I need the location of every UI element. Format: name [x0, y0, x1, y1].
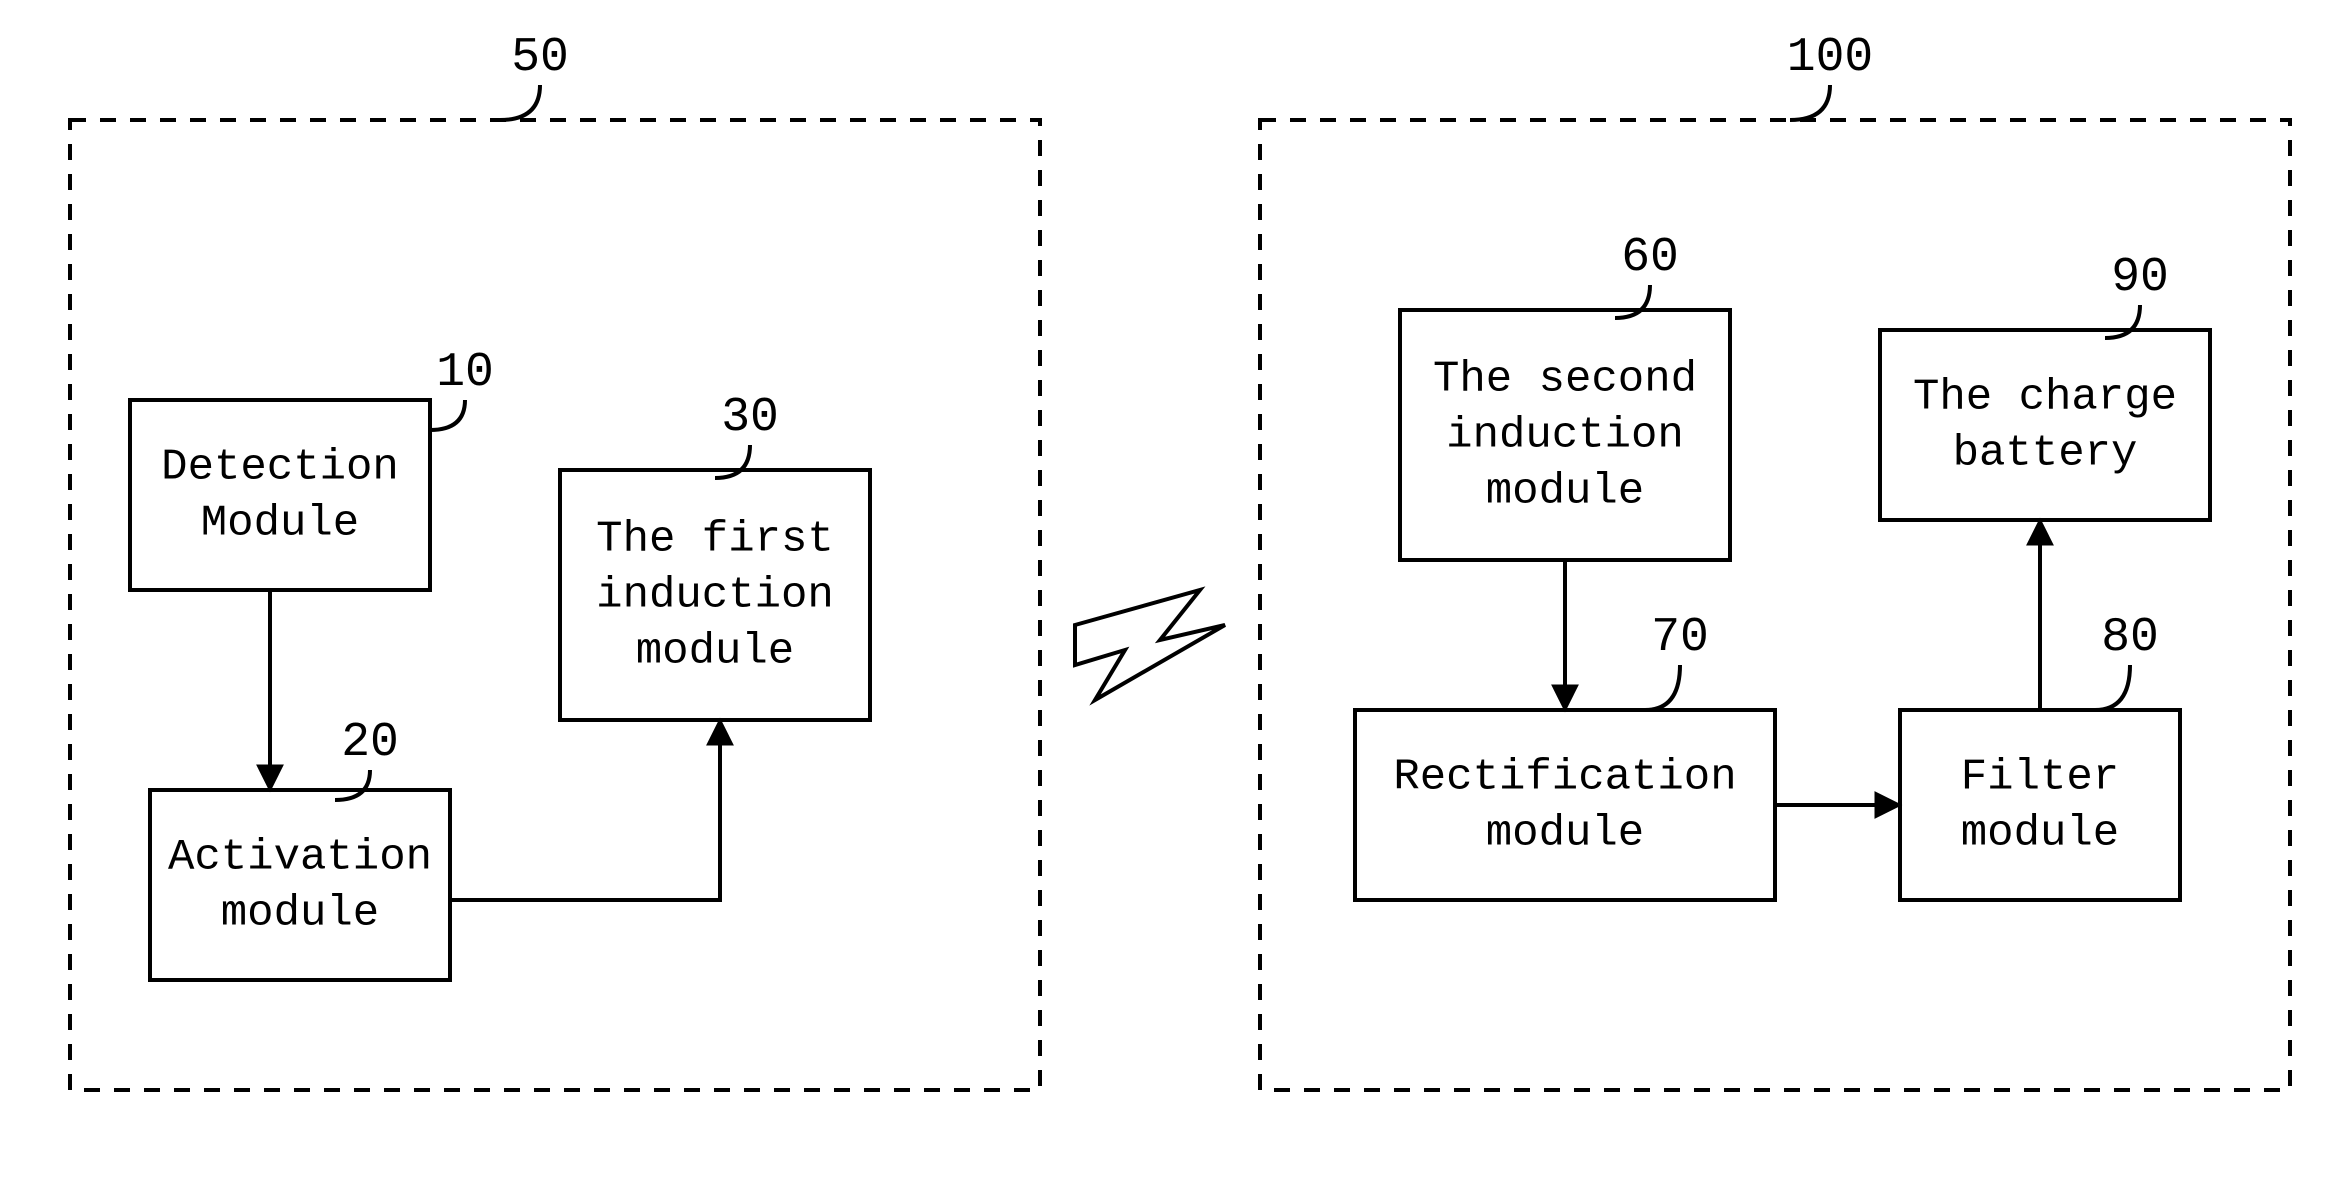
box-text-b10-line0: Detection: [161, 443, 399, 493]
box-label-b90: 90: [2111, 251, 2169, 305]
box-text-b80-line1: module: [1961, 809, 2119, 859]
wireless-spark-icon: [1075, 590, 1225, 700]
box-b20: [150, 790, 450, 980]
box-label-b10: 10: [436, 346, 494, 400]
box-text-b80-line0: Filter: [1961, 753, 2119, 803]
box-text-b60-line0: The second: [1433, 355, 1697, 405]
box-text-b60-line1: induction: [1446, 411, 1684, 461]
box-b90: [1880, 330, 2210, 520]
box-text-b30-line1: induction: [596, 571, 834, 621]
arrow-1: [450, 720, 720, 900]
box-text-b90-line1: battery: [1953, 429, 2138, 479]
box-label-b70: 70: [1651, 611, 1709, 665]
box-b10: [130, 400, 430, 590]
box-text-b10-line1: Module: [201, 499, 359, 549]
box-text-b70-line1: module: [1486, 809, 1644, 859]
box-b80: [1900, 710, 2180, 900]
container-label-c50: 50: [511, 31, 569, 85]
box-label-b60: 60: [1621, 231, 1679, 285]
container-label-c100: 100: [1787, 31, 1873, 85]
box-b70: [1355, 710, 1775, 900]
box-text-b60-line2: module: [1486, 467, 1644, 517]
box-label-b80: 80: [2101, 611, 2159, 665]
box-text-b30-line0: The first: [596, 515, 834, 565]
container-c50: [70, 120, 1040, 1090]
box-text-b30-line2: module: [636, 627, 794, 677]
box-text-b20-line1: module: [221, 889, 379, 939]
box-label-b20: 20: [341, 716, 399, 770]
box-text-b90-line0: The charge: [1913, 373, 2177, 423]
box-label-b30: 30: [721, 391, 779, 445]
box-text-b20-line0: Activation: [168, 833, 432, 883]
box-text-b70-line0: Rectification: [1393, 753, 1736, 803]
